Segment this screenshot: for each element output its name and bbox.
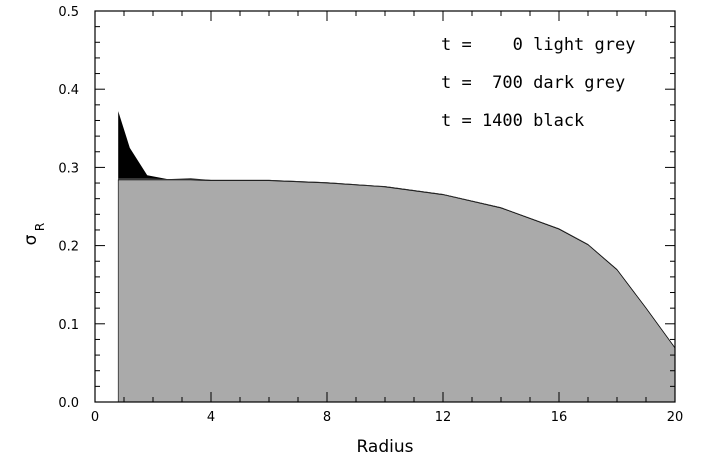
x-tick-label: 16 xyxy=(551,410,568,425)
x-tick-label: 4 xyxy=(207,410,215,425)
y-tick-label: 0.2 xyxy=(58,240,79,255)
legend-entry: t = 700 dark grey xyxy=(441,73,625,93)
y-tick-label: 0.4 xyxy=(58,83,79,98)
tick-labels: 0 4 8 12 16 20 0.0 0.1 0.2 0.3 0.4 0.5 xyxy=(58,5,683,425)
area-series-2 xyxy=(117,179,676,403)
y-tick-label: 0.1 xyxy=(58,318,79,333)
x-axis-label: Radius xyxy=(356,437,413,456)
legend-entry: t = 1400 black xyxy=(441,111,584,131)
y-axis-label-subscript: R xyxy=(33,223,47,231)
x-tick-label: 0 xyxy=(91,410,99,425)
y-axis-label-symbol: σ xyxy=(21,234,41,245)
x-tick-label: 20 xyxy=(667,410,684,425)
x-tick-label: 8 xyxy=(323,410,331,425)
area-series-group xyxy=(117,111,676,403)
y-axis-label: σ R xyxy=(21,223,47,246)
y-tick-label: 0.3 xyxy=(58,161,79,176)
x-tick-label: 12 xyxy=(435,410,452,425)
legend: t = 0 light grey t = 700 dark grey t = 1… xyxy=(441,35,635,131)
axis-ticks xyxy=(94,10,676,403)
y-tick-label: 0.5 xyxy=(58,5,79,20)
y-tick-label: 0.0 xyxy=(58,396,79,411)
legend-entry: t = 0 light grey xyxy=(441,35,635,55)
